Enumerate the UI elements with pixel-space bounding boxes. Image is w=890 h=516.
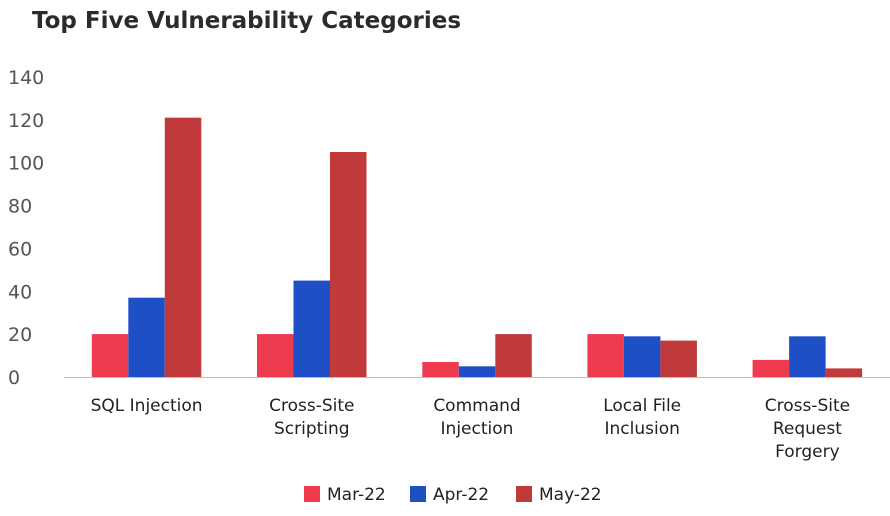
- y-axis: 0 20 40 60 80 100 120 140: [8, 67, 44, 389]
- bar-apr-22-4: [789, 336, 826, 377]
- x-tick-label: Local File Inclusion: [603, 396, 681, 439]
- x-tick-label-line: Local File: [603, 396, 681, 416]
- legend-item-may-22: May-22: [516, 485, 602, 505]
- x-tick-label: Command Injection: [433, 396, 520, 439]
- bar-may-22-4: [825, 368, 863, 377]
- y-tick-label: 40: [8, 281, 32, 303]
- legend-label: May-22: [539, 485, 602, 505]
- x-tick-label: Cross-Site Scripting: [269, 396, 354, 439]
- bar-may-22-2: [495, 334, 532, 377]
- x-tick-label-line: Scripting: [274, 419, 350, 439]
- bar-apr-22-2: [458, 366, 496, 377]
- x-tick-label-line: SQL Injection: [91, 396, 203, 416]
- y-tick-label: 20: [8, 324, 32, 346]
- legend-swatch: [304, 486, 320, 502]
- legend-swatch: [516, 486, 532, 502]
- bar-mar-22-1: [257, 334, 294, 377]
- x-tick-label: Cross-Site Request Forgery: [765, 396, 850, 462]
- y-tick-label: 140: [8, 67, 44, 89]
- bars: [91, 117, 863, 377]
- x-tick-label-line: Cross-Site: [765, 396, 850, 416]
- bar-mar-22-2: [422, 362, 459, 377]
- bar-mar-22-4: [752, 359, 790, 377]
- bar-may-22-3: [660, 340, 697, 377]
- bar-apr-22-3: [623, 336, 661, 377]
- legend-label: Mar-22: [327, 485, 386, 505]
- x-tick-label: SQL Injection: [91, 396, 203, 416]
- y-tick-label: 120: [8, 110, 44, 132]
- bar-may-22-1: [330, 152, 367, 377]
- x-tick-label-line: Command: [433, 396, 520, 416]
- bar-may-22-0: [164, 117, 202, 377]
- x-tick-label-line: Request: [773, 419, 842, 439]
- legend-label: Apr-22: [433, 485, 489, 505]
- x-tick-label-line: Inclusion: [605, 419, 680, 439]
- bar-apr-22-1: [293, 280, 330, 377]
- x-tick-label-line: Injection: [441, 419, 514, 439]
- chart-title: Top Five Vulnerability Categories: [32, 8, 461, 34]
- x-tick-label-line: Cross-Site: [269, 396, 354, 416]
- legend-swatch: [410, 486, 426, 502]
- legend-item-mar-22: Mar-22: [304, 485, 386, 505]
- bar-mar-22-0: [91, 334, 129, 377]
- legend-item-apr-22: Apr-22: [410, 485, 489, 505]
- y-tick-label: 80: [8, 196, 32, 218]
- bar-mar-22-3: [587, 334, 624, 377]
- y-tick-label: 0: [8, 367, 20, 389]
- x-tick-label-line: Forgery: [775, 442, 840, 462]
- legend: Mar-22 Apr-22 May-22: [304, 485, 602, 505]
- x-axis: SQL Injection Cross-Site Scripting Command I…: [91, 396, 850, 462]
- bar-apr-22-0: [128, 297, 165, 377]
- y-tick-label: 60: [8, 238, 32, 260]
- y-tick-label: 100: [8, 153, 44, 175]
